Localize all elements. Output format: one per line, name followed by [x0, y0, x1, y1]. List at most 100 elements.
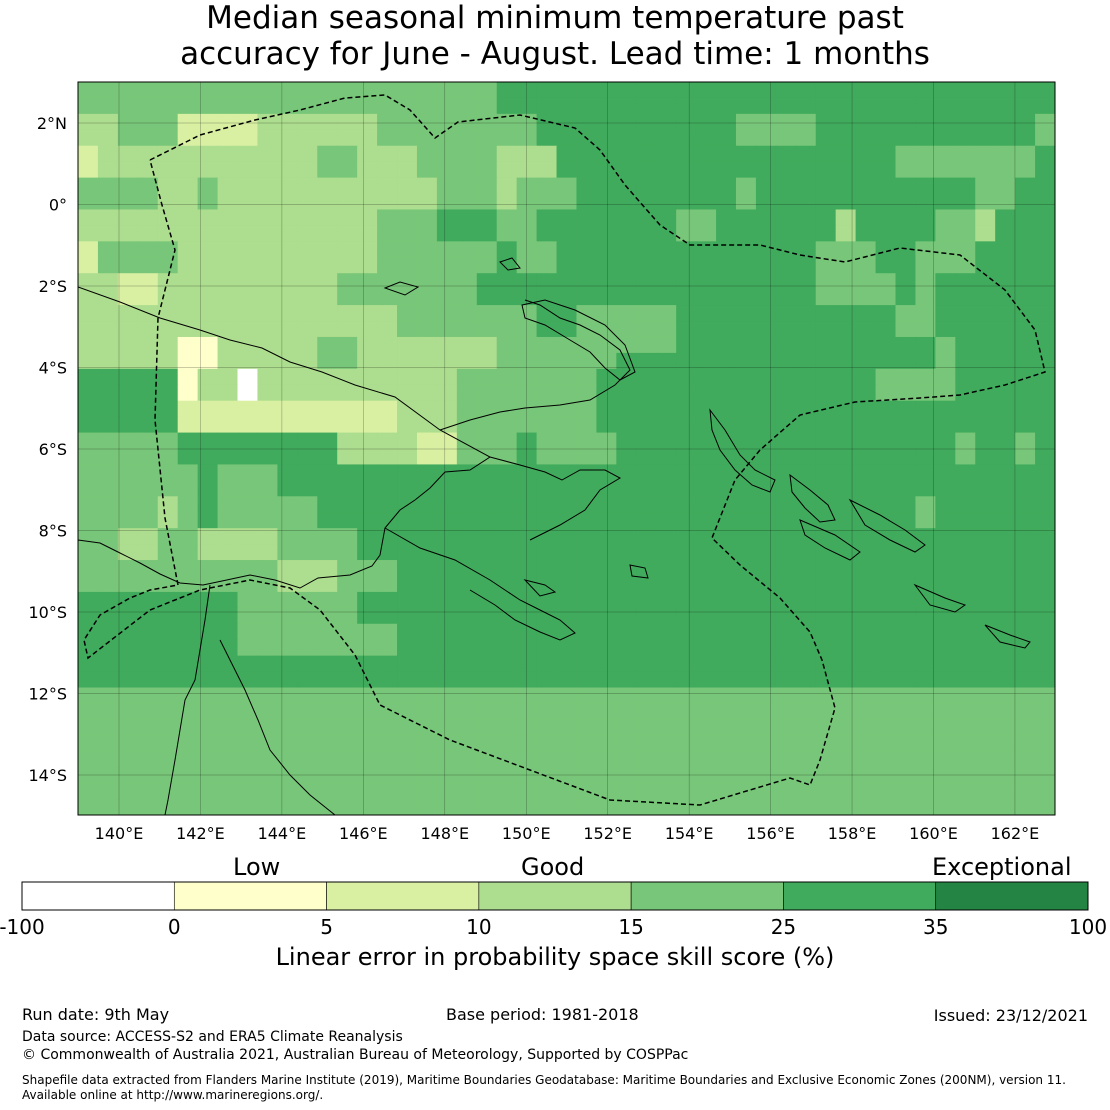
grid-cell: [775, 145, 797, 163]
grid-cell: [157, 432, 179, 450]
grid-cell: [596, 225, 617, 242]
grid-cell: [516, 273, 538, 290]
grid-cell: [895, 575, 917, 593]
grid-cell: [277, 544, 298, 561]
grid-cell: [616, 687, 637, 705]
grid-cell: [377, 671, 398, 689]
grid-cell: [337, 336, 358, 354]
grid-cell: [875, 273, 897, 290]
grid-cell: [357, 799, 378, 815]
grid-cell: [337, 241, 358, 258]
grid-cell: [775, 751, 797, 768]
grid-cell: [436, 703, 458, 720]
grid-cell: [177, 289, 199, 306]
grid-cell: [516, 432, 538, 450]
grid-cell: [875, 305, 897, 322]
grid-cell: [97, 384, 119, 402]
grid-cell: [556, 735, 578, 752]
grid-cell: [377, 352, 398, 370]
grid-cell: [197, 735, 219, 752]
grid-cell: [416, 352, 438, 370]
grid-cell: [397, 368, 418, 386]
grid-cell: [476, 719, 498, 736]
grid-cell: [197, 432, 219, 450]
grid-cell: [696, 703, 717, 720]
grid-cell: [257, 193, 278, 211]
grid-cell: [137, 655, 159, 673]
grid-cell: [676, 703, 697, 720]
grid-cell: [975, 671, 996, 689]
grid-cell: [1015, 400, 1036, 418]
grid-cell: [716, 528, 737, 545]
grid-cell: [1015, 368, 1036, 386]
grid-cell: [1035, 225, 1055, 242]
grid-cell: [456, 512, 478, 529]
grid-cell: [576, 575, 598, 593]
grid-cell: [596, 703, 617, 720]
grid-cell: [277, 384, 298, 402]
grid-cell: [416, 225, 438, 242]
grid-cell: [975, 448, 996, 466]
grid-cell: [516, 783, 538, 800]
grid-cell: [476, 512, 498, 529]
grid-cell: [317, 751, 338, 768]
colorbar-tick-label: 35: [923, 915, 948, 939]
grid-cell: [656, 528, 677, 545]
grid-cell: [78, 129, 99, 147]
grid-cell: [1015, 113, 1036, 131]
grid-cell: [436, 177, 458, 195]
grid-cell: [676, 289, 697, 306]
grid-cell: [795, 480, 817, 497]
grid-cell: [377, 623, 398, 641]
grid-cell: [835, 560, 857, 577]
grid-cell: [516, 560, 538, 577]
grid-cell: [436, 783, 458, 800]
grid-cell: [556, 575, 578, 593]
grid-cell: [955, 368, 976, 386]
grid-cell: [416, 655, 438, 673]
grid-cell: [656, 321, 677, 338]
grid-cell: [217, 703, 239, 720]
grid-cell: [78, 703, 99, 720]
grid-cell: [117, 129, 139, 147]
grid-cell: [117, 321, 139, 338]
grid-cell: [696, 113, 717, 131]
grid-cell: [436, 161, 458, 179]
colorbar-frame: [21, 881, 1089, 911]
grid-cell: [297, 655, 318, 673]
grid-cell: [157, 368, 179, 386]
grid-cell: [137, 496, 159, 513]
grid-cell: [416, 480, 438, 497]
grid-cell: [277, 496, 298, 513]
grid-cell: [775, 257, 797, 274]
grid-cell: [78, 289, 99, 306]
grid-cell: [995, 432, 1016, 450]
grid-cell: [616, 448, 637, 466]
grid-cell: [975, 639, 996, 657]
grid-cell: [1015, 623, 1036, 641]
grid-cell: [616, 735, 637, 752]
grid-cell: [676, 639, 697, 657]
grid-cell: [676, 113, 697, 131]
grid-cell: [397, 273, 418, 290]
grid-cell: [97, 273, 119, 290]
grid-cell: [536, 799, 558, 815]
grid-cell: [257, 639, 278, 657]
grid-cell: [317, 241, 338, 258]
grid-cell: [835, 464, 857, 481]
grid-cell: [337, 113, 358, 131]
grid-cell: [78, 145, 99, 163]
grid-cell: [117, 480, 139, 497]
grid-cell: [496, 209, 518, 227]
grid-cell: [855, 560, 877, 577]
grid-cell: [716, 416, 737, 434]
grid-cell: [137, 528, 159, 545]
grid-cell: [257, 432, 278, 450]
grid-cell: [177, 129, 199, 147]
colorbar-bin: [478, 881, 632, 911]
grid-cell: [1035, 384, 1055, 402]
grid-cell: [855, 767, 877, 784]
grid-cell: [855, 273, 877, 290]
grid-cell: [257, 273, 278, 290]
grid-cell: [137, 512, 159, 529]
